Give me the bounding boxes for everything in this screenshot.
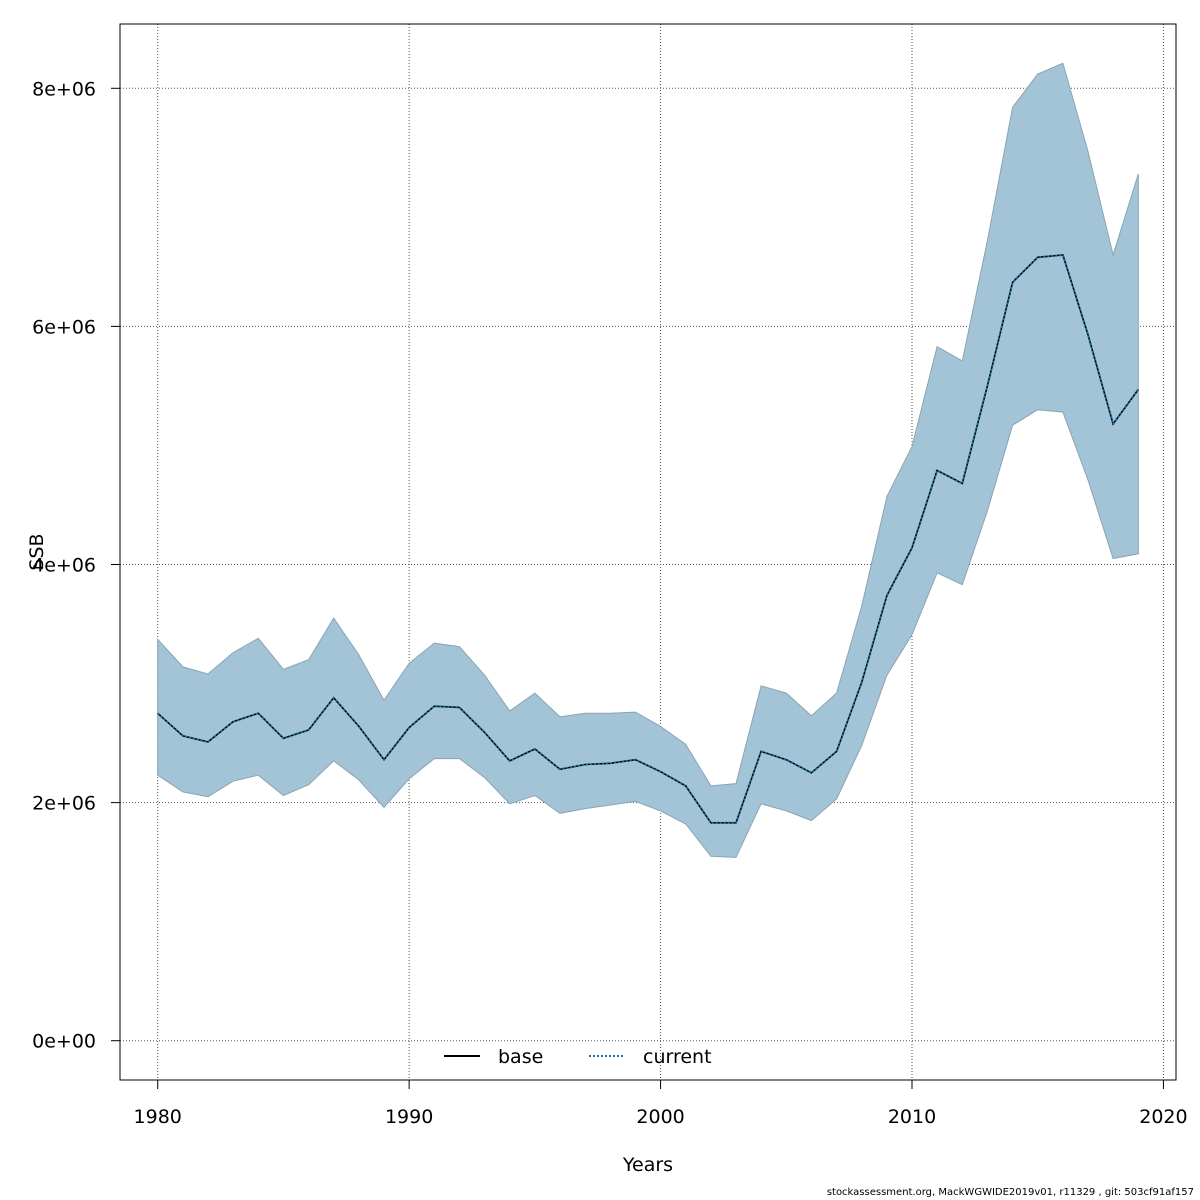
footer-credit: stockassessment.org, MackWGWIDE2019v01, … [826, 1187, 1194, 1198]
x-tick-label: 1980 [134, 1106, 182, 1128]
x-tick-label: 2000 [636, 1106, 684, 1128]
x-tick-label: 1990 [385, 1106, 433, 1128]
y-tick-label: 4e+06 [32, 555, 96, 577]
y-axis: 0e+00 2e+06 4e+06 6e+06 8e+06 [32, 78, 121, 1053]
x-axis: 1980 1990 2000 2010 2020 [134, 1079, 1188, 1128]
y-tick-label: 8e+06 [32, 78, 96, 100]
y-tick-label: 2e+06 [32, 793, 96, 815]
y-tick-label: 6e+06 [32, 316, 96, 338]
legend: base current [444, 1046, 712, 1068]
x-tick-label: 2020 [1139, 1106, 1187, 1128]
x-tick-label: 2010 [888, 1106, 936, 1128]
confidence-band [157, 62, 1139, 858]
legend-label-current: current [643, 1046, 712, 1068]
x-axis-label: Years [622, 1154, 673, 1176]
y-tick-label: 0e+00 [32, 1031, 96, 1053]
legend-label-base: base [498, 1046, 543, 1068]
y-axis-label: SSB [26, 533, 48, 570]
series-line-current [157, 253, 1140, 824]
series-lines [157, 253, 1140, 824]
